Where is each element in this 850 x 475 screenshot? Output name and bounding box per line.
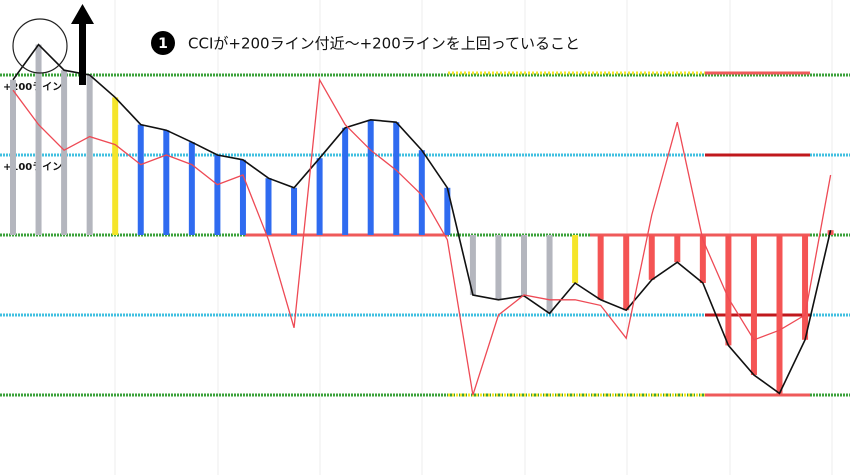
bar: [623, 235, 630, 311]
bar: [137, 124, 144, 235]
bar: [35, 44, 42, 235]
bar: [10, 79, 16, 235]
bar: [393, 122, 400, 235]
bar: [342, 127, 349, 235]
bar: [674, 235, 681, 263]
bar: [776, 235, 783, 394]
bar: [725, 235, 732, 346]
step-number: 1: [158, 36, 168, 52]
bar: [112, 97, 119, 236]
bar: [265, 178, 272, 235]
highlight-circle: [12, 18, 68, 74]
bar: [802, 235, 809, 340]
bar: [572, 235, 579, 283]
bar: [316, 158, 323, 235]
bar: [699, 235, 706, 283]
bar: [61, 70, 68, 235]
bar: [418, 150, 425, 235]
annotation: CCIが+200ライン付近〜+200ラインを上回っていること: [188, 35, 580, 53]
bar: [188, 142, 195, 235]
bar: [367, 119, 374, 235]
bar: [239, 159, 246, 235]
bar: [750, 235, 757, 375]
bar: [163, 130, 170, 235]
bar: [495, 235, 502, 300]
level-label: +100ライン: [3, 161, 62, 173]
line: [12, 77, 832, 396]
up-arrow: [71, 4, 94, 85]
bar: [521, 235, 527, 296]
line: [12, 43, 832, 395]
level-highlights: [245, 71, 810, 397]
bar: [444, 187, 451, 235]
bar: [469, 235, 476, 295]
bar: [546, 235, 553, 314]
level-label: +200ライン: [3, 81, 62, 93]
step-badge: [151, 31, 175, 55]
bar: [597, 235, 604, 300]
bar: [86, 75, 93, 235]
bar: [291, 187, 298, 235]
bar: [214, 155, 221, 235]
bar: [648, 235, 655, 280]
